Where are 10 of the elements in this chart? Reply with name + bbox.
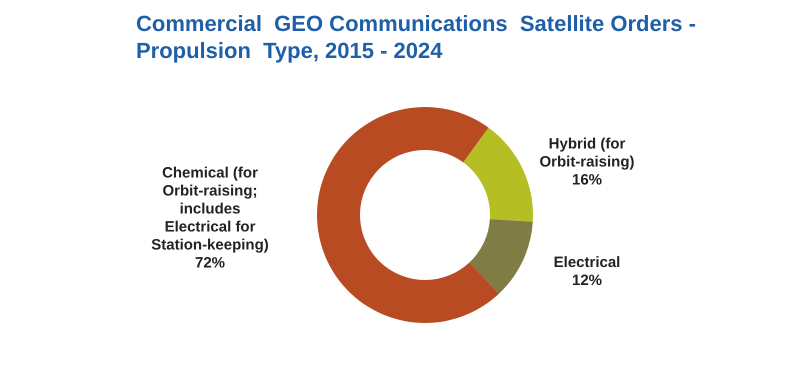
donut-slice	[463, 128, 533, 222]
slice-label: Electrical	[554, 254, 620, 272]
data-label: 16%	[572, 171, 602, 188]
data-label: 72%	[194, 254, 226, 272]
donut-slice	[469, 219, 533, 294]
slice-label: Hybrid (for Orbit-raising)	[539, 135, 635, 170]
donut-slice	[317, 107, 499, 323]
data-label: 12%	[572, 272, 602, 290]
slice-label: Chemical (for Orbit-raising; includes Electrical for Station-keeping)	[151, 164, 269, 254]
chart-title: Commercial GEO Communications Satellite Orders - Propulsion Type, 2015 - 2024	[136, 10, 696, 64]
